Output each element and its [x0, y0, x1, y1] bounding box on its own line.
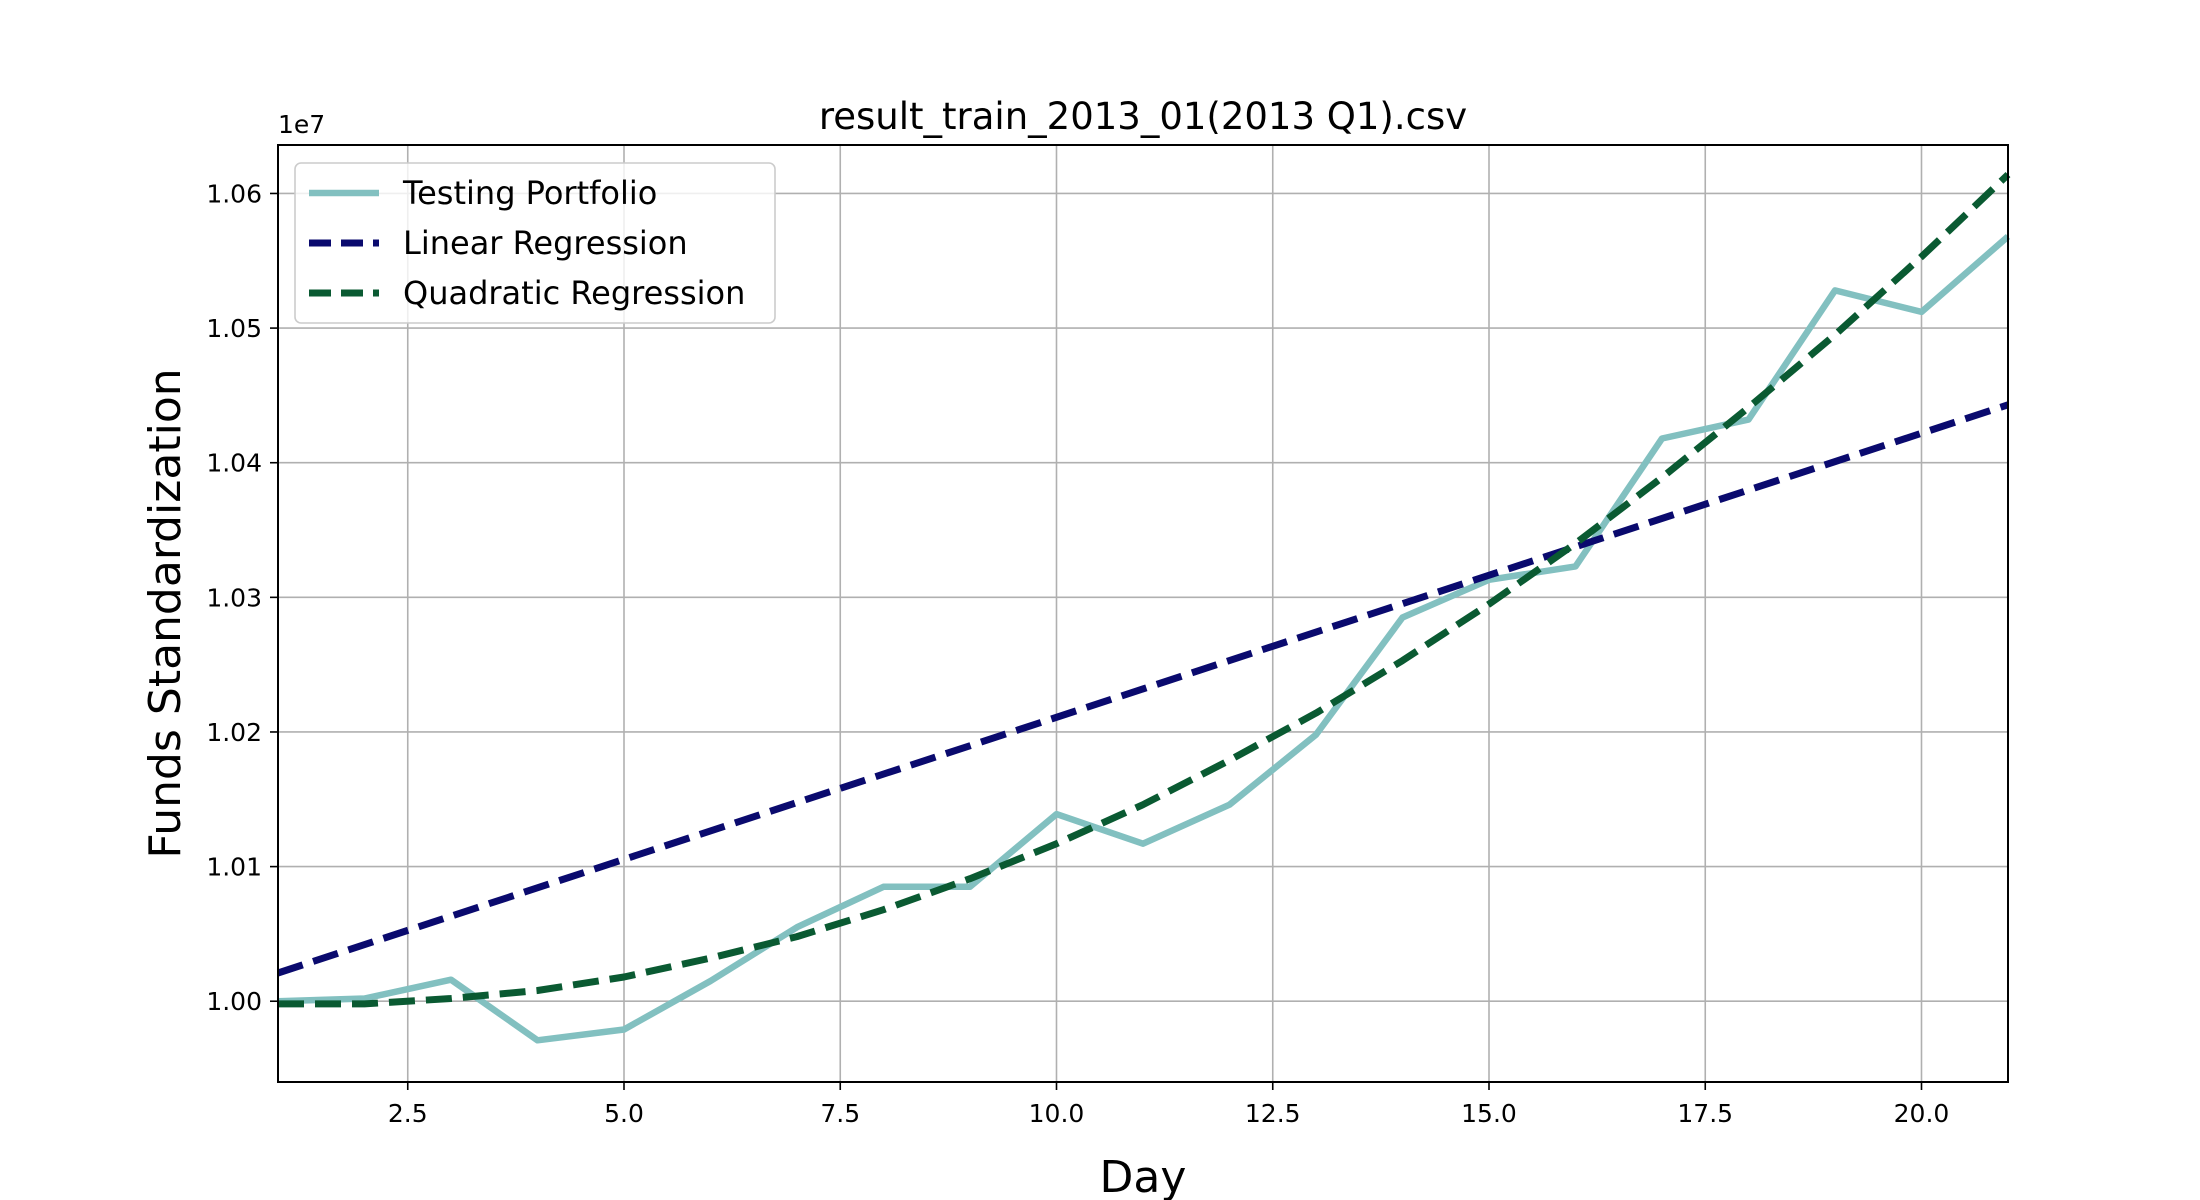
- y-tick-label: 1.02: [206, 718, 262, 747]
- y-tick-label: 1.03: [206, 583, 262, 612]
- y-axis-offset-label: 1e7: [278, 110, 325, 139]
- y-tick-label: 1.00: [206, 987, 262, 1016]
- x-axis-label: Day: [1100, 1152, 1187, 1200]
- legend-label: Testing Portfolio: [402, 174, 657, 212]
- series-line-linear-regression: [276, 401, 2010, 977]
- y-axis-label: Funds Standardization: [140, 368, 191, 858]
- x-tick-label: 2.5: [388, 1099, 428, 1128]
- legend-box: [294, 162, 776, 324]
- legend-label: Linear Regression: [403, 224, 688, 262]
- axis-ticks: 2.5 5.0 7.5 10.0 12.5 15.0 17.5 20.0 1.00 1.01 1.0…: [206, 179, 1949, 1128]
- series-line-quadratic-regression: [278, 172, 2011, 1008]
- chart-title: result_train_2013_01(2013 Q1).csv: [819, 95, 1467, 138]
- legend: Testing Portfolio Linear Regression Quadra…: [294, 162, 776, 324]
- x-tick-label: 7.5: [820, 1099, 860, 1128]
- x-tick-label: 12.5: [1245, 1099, 1301, 1128]
- legend-label: Quadratic Regression: [403, 274, 745, 312]
- x-tick-label: 20.0: [1894, 1099, 1950, 1128]
- y-tick-label: 1.04: [206, 449, 262, 478]
- x-tick-label: 17.5: [1677, 1099, 1733, 1128]
- series-line-testing-portfolio: [277, 234, 2011, 1044]
- y-tick-label: 1.05: [206, 314, 262, 343]
- x-tick-label: 15.0: [1461, 1099, 1517, 1128]
- x-tick-label: 10.0: [1029, 1099, 1085, 1128]
- x-tick-label: 5.0: [604, 1099, 644, 1128]
- plot-frame: [277, 144, 2009, 1083]
- grid: [278, 145, 2008, 1082]
- plot-lines: [276, 172, 2011, 1044]
- y-tick-label: 1.06: [206, 179, 262, 208]
- y-tick-label: 1.01: [206, 853, 262, 882]
